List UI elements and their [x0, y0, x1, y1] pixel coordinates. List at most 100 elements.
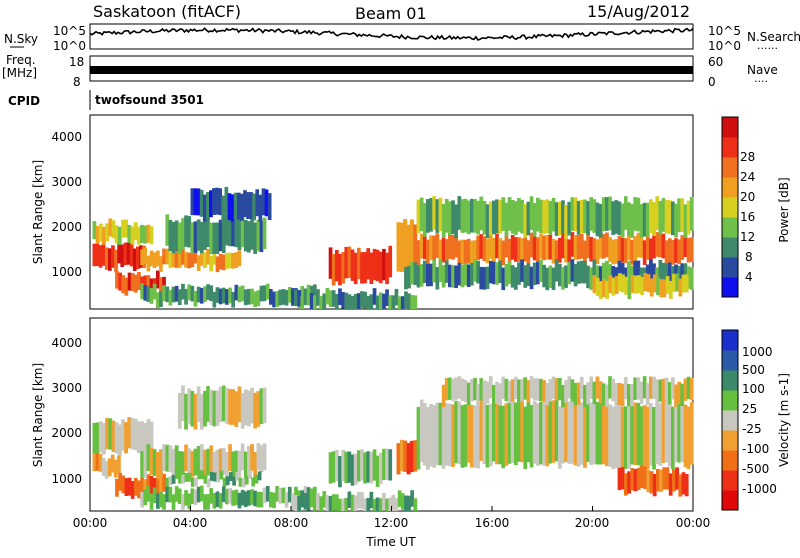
heatmap-cell	[222, 477, 227, 487]
heatmap-cell	[570, 197, 575, 231]
heatmap-cell	[199, 287, 204, 304]
heatmap-cell	[132, 248, 137, 271]
colorbar-segment	[722, 197, 738, 218]
heatmap-cell	[350, 249, 355, 281]
heatmap-cell	[586, 399, 590, 463]
heatmap-cell	[168, 289, 173, 306]
heatmap-cell	[564, 204, 568, 239]
heatmap-cell	[258, 194, 263, 222]
heatmap-cell	[589, 236, 594, 262]
heatmap-cell	[429, 404, 433, 467]
heatmap-cell	[601, 197, 606, 231]
heatmap-cell	[137, 480, 141, 499]
heatmap-cell	[171, 251, 176, 268]
xtick-0400: 04:00	[173, 516, 208, 530]
heatmap-cell	[633, 275, 638, 294]
heatmap-cell	[237, 386, 242, 423]
heatmap-cell	[399, 222, 404, 272]
heatmap-cell	[256, 443, 261, 470]
heatmap-cell	[247, 490, 251, 506]
heatmap-cell	[623, 376, 628, 400]
heatmap-cell	[193, 221, 198, 253]
heatmap-cell	[200, 470, 205, 480]
heatmap-cell	[338, 288, 342, 305]
heatmap-cell	[677, 198, 681, 233]
heatmap-cell	[234, 284, 239, 301]
heatmap-cell	[372, 498, 377, 511]
heatmap-cell	[507, 401, 512, 464]
heatmap-cell	[416, 265, 421, 288]
heatmap-cell	[579, 376, 584, 400]
power-cb-tick-16: 16	[740, 210, 755, 224]
heatmap-cell	[573, 383, 578, 406]
heatmap-cell	[567, 261, 572, 285]
heatmap-cell	[231, 291, 235, 308]
heatmap-cell	[473, 259, 477, 282]
heatmap-cell	[573, 403, 578, 466]
heatmap-cell	[630, 402, 634, 465]
heatmap-cell	[357, 293, 361, 309]
velocity-ylabel: Slant Range [km]	[31, 363, 45, 467]
heatmap-cell	[146, 474, 151, 493]
heatmap-cell	[510, 235, 515, 260]
heatmap-cell	[203, 286, 207, 302]
heatmap-cell	[399, 439, 404, 472]
heatmap-cell	[98, 421, 103, 453]
power-ytick-3000: 3000	[51, 175, 82, 189]
heatmap-cell	[514, 201, 518, 235]
heatmap-cell	[579, 402, 584, 465]
heatmap-cell	[492, 200, 496, 235]
heatmap-cell	[554, 259, 559, 282]
heatmap-cell	[294, 495, 298, 511]
heatmap-cell	[291, 288, 295, 305]
heatmap-cell	[592, 238, 597, 263]
heatmap-cell	[448, 201, 452, 236]
heatmap-cell	[168, 486, 173, 503]
heatmap-cell	[680, 235, 685, 260]
velocity-cb-tick-neg1000: -1000	[742, 482, 777, 496]
heatmap-cell	[637, 275, 641, 294]
heatmap-cell	[257, 471, 262, 481]
heatmap-cell	[689, 377, 694, 401]
heatmap-cell	[256, 491, 261, 508]
heatmap-cell	[259, 491, 264, 508]
colorbar-segment	[722, 450, 738, 471]
heatmap-cell	[542, 403, 546, 466]
heatmap-cell	[457, 196, 462, 230]
heatmap-cell	[221, 447, 226, 475]
heatmap-cell	[686, 376, 691, 399]
heatmap-cell	[517, 379, 521, 402]
heatmap-cell	[551, 376, 556, 399]
nsky-label: N.Sky	[4, 32, 38, 46]
heatmap-cell	[143, 422, 148, 455]
heatmap-cell	[558, 263, 562, 287]
heatmap-cell	[661, 198, 666, 232]
heatmap-cell	[608, 196, 612, 231]
heatmap-cell	[143, 489, 148, 506]
heatmap-cell	[595, 376, 600, 399]
heatmap-cell	[655, 401, 659, 465]
heatmap-cell	[284, 492, 289, 508]
colorbar-segment	[722, 137, 738, 158]
heatmap-cell	[328, 247, 333, 279]
heatmap-cell	[247, 288, 251, 305]
heatmap-cell	[529, 196, 534, 230]
heatmap-cell	[165, 444, 170, 472]
nsearch-dots: ......	[757, 39, 778, 52]
heatmap-cell	[190, 285, 195, 302]
heatmap-cell	[579, 199, 584, 234]
heatmap-cell	[444, 378, 449, 401]
heatmap-cell	[248, 470, 252, 480]
heatmap-cell	[561, 200, 565, 234]
heatmap-cell	[674, 238, 678, 263]
heatmap-cell	[134, 477, 138, 496]
heatmap-cell	[228, 444, 232, 471]
heatmap-cell	[193, 448, 198, 476]
cpid-label: CPID	[8, 94, 40, 108]
colorbar-segment	[722, 257, 738, 278]
heatmap-cell	[646, 274, 651, 293]
heatmap-cell	[130, 418, 135, 450]
heatmap-cell	[514, 267, 518, 290]
heatmap-cell	[234, 391, 239, 427]
heatmap-cell	[171, 494, 176, 510]
